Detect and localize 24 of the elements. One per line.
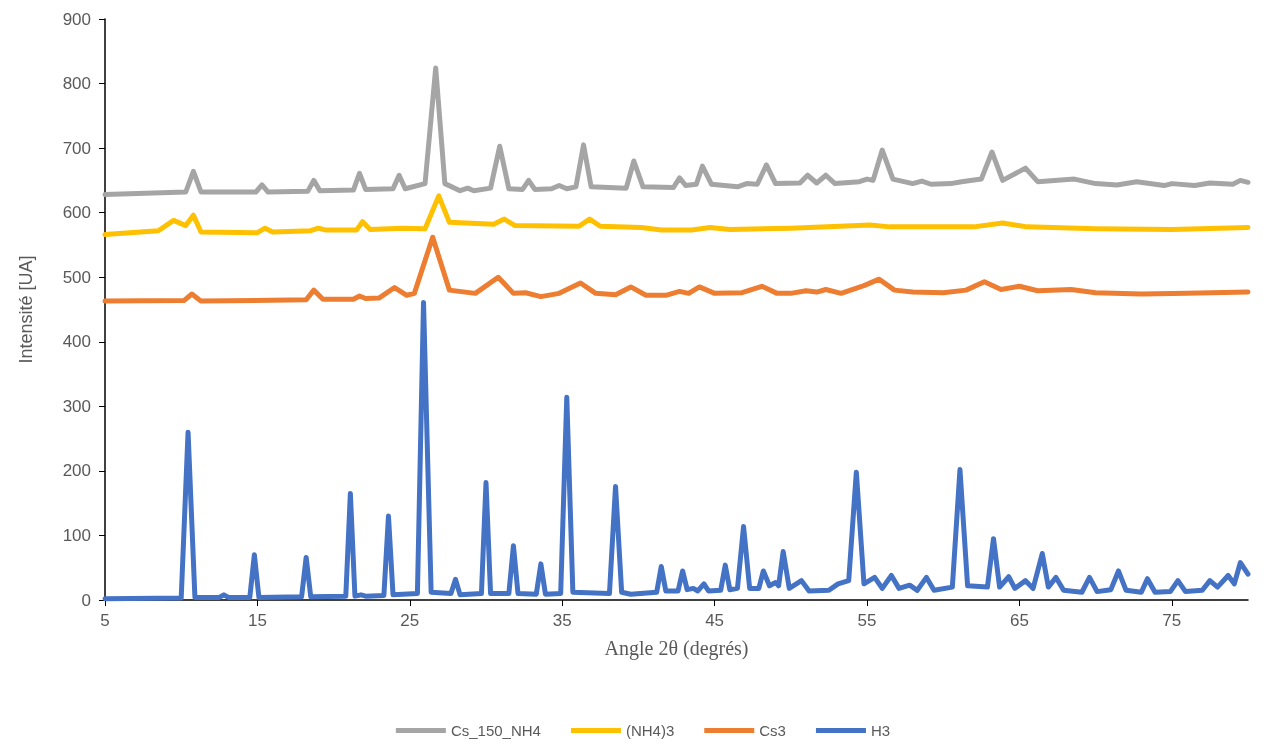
x-tick-label: 75 [1162,611,1182,630]
x-tick-label: 5 [100,611,110,630]
x-tick-label: 45 [705,611,725,630]
y-tick-label: 100 [62,525,91,545]
y-tick-label: 400 [62,332,91,352]
y-tick-label: 900 [62,9,91,29]
y-tick-label: 500 [62,267,91,287]
y-tick-label: 700 [62,138,91,158]
y-tick-label: 300 [62,396,91,416]
x-axis-title: Angle 2θ (degrés) [604,637,749,660]
y-tick-label: 600 [62,203,91,223]
legend-label: Cs_150_NH4 [450,722,541,739]
y-tick-label: 200 [62,461,91,481]
x-tick-label: 35 [552,611,572,630]
legend-label: H3 [870,722,891,739]
x-tick-label: 65 [1009,611,1029,630]
x-tick-label: 25 [400,611,420,630]
y-axis-title: Intensité [UA] [16,255,36,364]
y-tick-label: 800 [62,74,91,94]
x-tick-label: 15 [247,611,267,630]
legend-label: Cs3 [759,722,786,739]
y-tick-label: 0 [81,590,91,610]
x-tick-label: 55 [857,611,877,630]
legend-label: (NH4)3 [625,722,675,739]
